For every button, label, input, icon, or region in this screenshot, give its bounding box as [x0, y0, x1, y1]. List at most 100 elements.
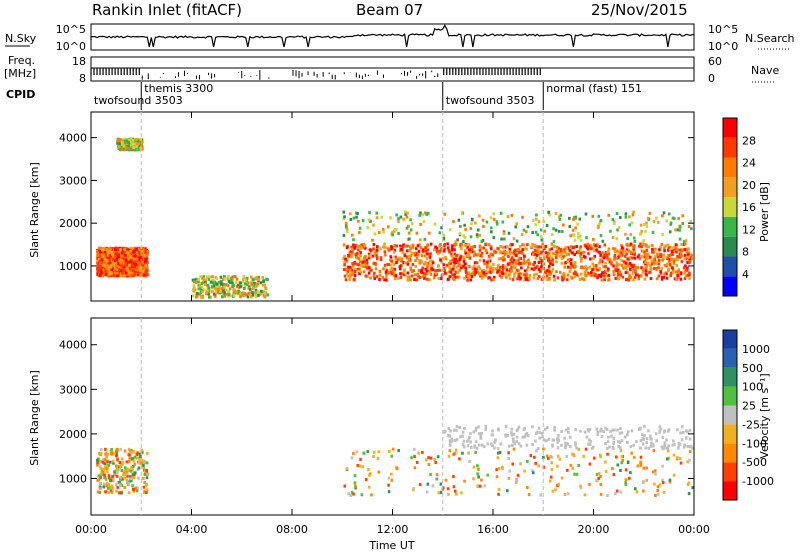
range-cell [462, 240, 465, 244]
range-cell [355, 215, 358, 219]
range-cell [489, 252, 493, 256]
range-cell [374, 267, 378, 271]
range-cell [204, 278, 207, 282]
range-cell [607, 247, 611, 251]
range-cell [266, 293, 270, 297]
range-cell [496, 456, 500, 460]
range-cell [97, 460, 101, 464]
range-cell [217, 280, 221, 284]
range-cell [442, 236, 446, 240]
range-cell [649, 267, 652, 271]
range-cell [607, 277, 611, 281]
range-cell [524, 230, 528, 234]
range-cell [615, 256, 619, 260]
range-cell [126, 474, 129, 478]
range-cell [113, 249, 117, 253]
range-cell [113, 452, 116, 456]
range-cell [104, 253, 107, 257]
range-cell [353, 261, 357, 265]
range-cell [465, 439, 469, 443]
range-cell [145, 273, 148, 277]
range-cell [102, 249, 106, 253]
range-cell [114, 483, 118, 487]
range-cell [487, 270, 491, 274]
range-cell [439, 482, 443, 486]
range-cell [99, 448, 103, 452]
range-cell [425, 490, 429, 494]
range-cell [350, 456, 354, 460]
range-cell [615, 264, 618, 268]
range-cell [489, 267, 492, 271]
range-cell [223, 275, 226, 279]
range-cell [550, 247, 553, 251]
range-cell [371, 254, 375, 258]
range-cell [668, 263, 672, 267]
range-cell [144, 263, 148, 267]
range-cell [571, 233, 575, 237]
range-cell [679, 461, 683, 465]
range-cell [632, 443, 636, 447]
range-cell [120, 251, 124, 255]
range-cell [635, 440, 638, 444]
range-cell [619, 449, 623, 453]
range-cell [347, 254, 351, 258]
range-cell [557, 438, 561, 442]
range-cell [630, 221, 634, 225]
range-cell [606, 440, 610, 444]
range-cell [143, 469, 147, 473]
range-cell [555, 270, 558, 274]
range-cell [344, 257, 347, 261]
range-cell [144, 258, 148, 262]
range-cell [107, 483, 111, 487]
range-cell [364, 478, 368, 482]
range-cell [194, 292, 198, 296]
range-cell [126, 467, 130, 471]
range-cell [625, 277, 629, 281]
range-cell [513, 249, 516, 253]
range-cell [115, 260, 119, 264]
range-cell [611, 445, 615, 449]
range-cell [626, 460, 630, 464]
range-cell [434, 269, 437, 273]
range-cell [480, 240, 484, 244]
range-cell [506, 215, 510, 219]
range-cell [614, 276, 618, 280]
range-cell [129, 449, 132, 453]
range-cell [238, 291, 242, 295]
range-cell [666, 248, 670, 252]
range-cell [634, 266, 637, 270]
range-cell [139, 456, 142, 460]
range-cell [383, 263, 387, 267]
range-cell [139, 251, 142, 255]
range-cell [118, 481, 121, 485]
range-cell [571, 228, 575, 232]
range-cell [567, 259, 571, 263]
range-cell [113, 267, 117, 271]
range-cell [222, 289, 225, 293]
range-cell [131, 467, 134, 471]
range-cell [502, 230, 506, 234]
range-cell [111, 459, 115, 463]
range-cell [522, 261, 526, 265]
range-cell [413, 466, 417, 470]
range-cell [542, 220, 545, 224]
range-cell [398, 256, 401, 260]
range-cell [660, 445, 664, 449]
range-cell [467, 243, 471, 247]
range-cell [602, 254, 605, 258]
range-cell [659, 271, 663, 275]
range-cell [459, 435, 462, 439]
range-cell [211, 275, 214, 279]
range-cell [535, 250, 539, 254]
range-cell [115, 246, 119, 250]
range-cell [600, 278, 604, 282]
range-cell [477, 425, 480, 429]
range-cell [136, 142, 140, 146]
range-cell [207, 277, 211, 281]
range-cell [591, 237, 595, 241]
range-cell [484, 269, 488, 273]
range-cell [246, 281, 250, 285]
range-cell [597, 476, 601, 480]
range-cell [442, 233, 446, 237]
range-cell [228, 287, 232, 291]
